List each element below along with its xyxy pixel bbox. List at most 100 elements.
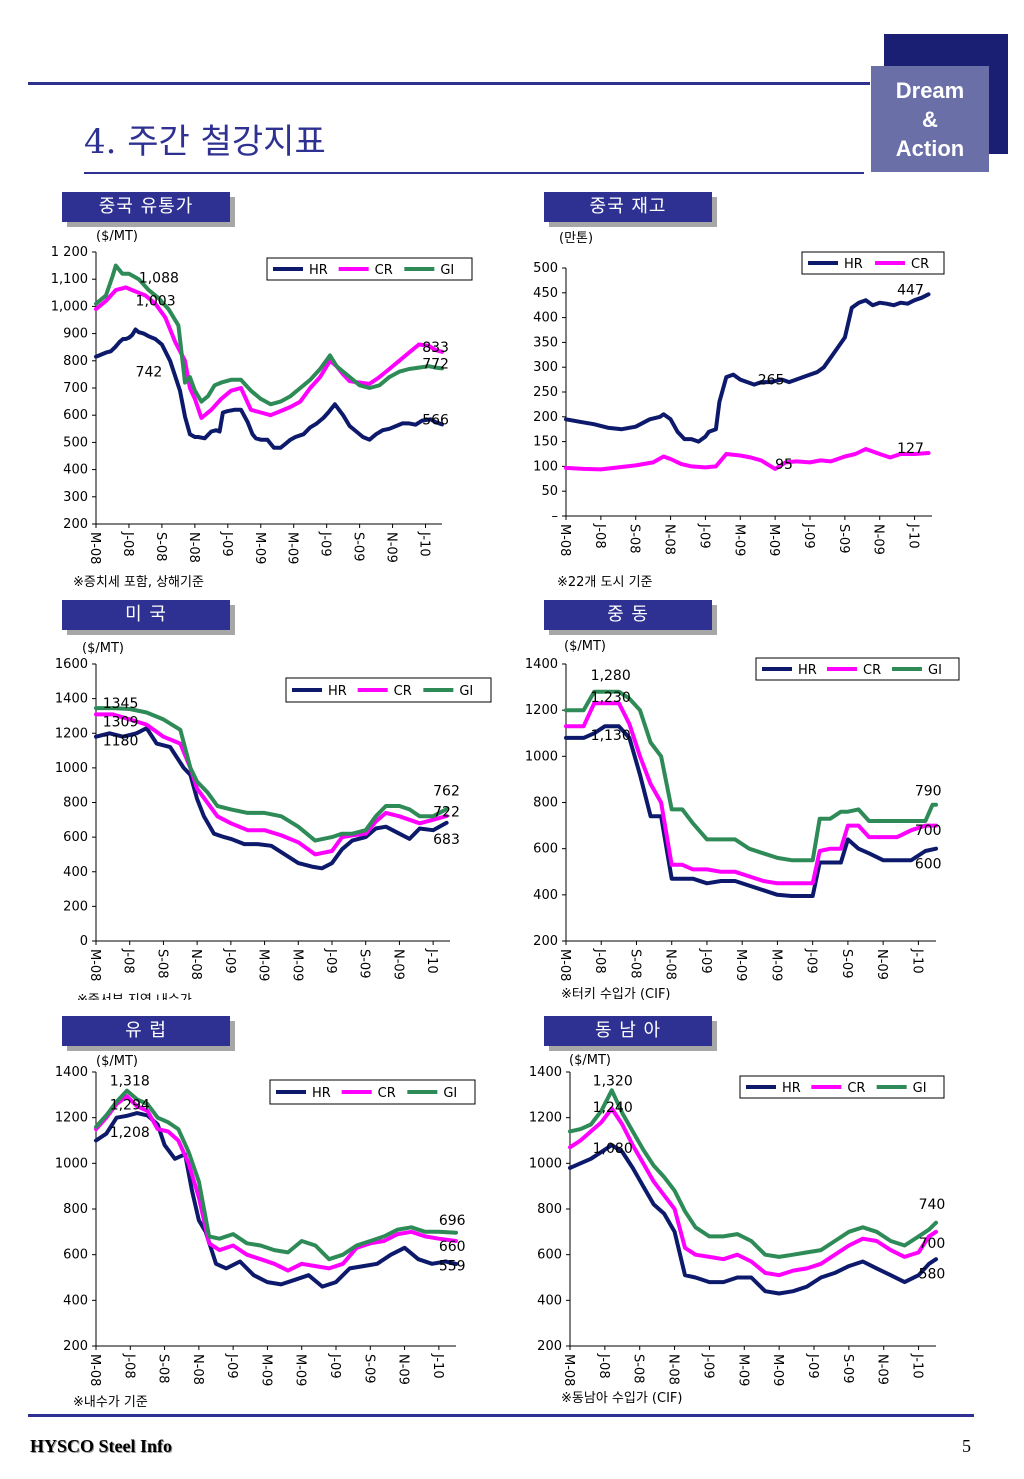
x-tick-label: M-09 xyxy=(256,949,271,981)
x-tick-label: J-09 xyxy=(804,948,819,974)
chart-us-price: 미 국 0 200 400 600 800 1000 1200 1400 1600 M-08 J-0… xyxy=(30,600,500,1000)
x-tick-label: J-09 xyxy=(224,1353,239,1379)
y-tick-label: 250 xyxy=(533,385,558,400)
legend-label: GI xyxy=(913,1081,927,1096)
legend-box xyxy=(755,657,960,681)
legend-label: CR xyxy=(394,684,412,699)
x-tick-label: N-09 xyxy=(871,524,886,555)
y-tick-label: 900 xyxy=(63,327,88,342)
x-tick-label: J-10 xyxy=(430,1353,445,1379)
x-tick-label: J-09 xyxy=(801,523,816,549)
chart-china-stock: 중국 재고 – 50 100 150 200 250 300 350 400 450 500 M-08… xyxy=(510,190,980,590)
chart-mideast-price: 중 동 200 400 600 800 1000 1200 1400 M-08 J-08 S-08… xyxy=(510,600,980,1000)
y-tick-label: 200 xyxy=(533,410,558,425)
x-tick-label: S-09 xyxy=(836,524,851,554)
badge-line-3: Action xyxy=(895,135,965,161)
page-number: 5 xyxy=(962,1436,971,1456)
badge-line-2: & xyxy=(922,106,938,132)
x-tick-label: J-10 xyxy=(910,1353,925,1379)
y-tick-label: 1400 xyxy=(529,1065,562,1080)
x-tick-label: M-08 xyxy=(87,949,102,981)
chart-title: 동 남 아 xyxy=(544,1016,712,1046)
legend-label: HR xyxy=(328,684,347,699)
y-tick-label: 1000 xyxy=(529,1156,562,1171)
y-tick-label: 1400 xyxy=(55,692,88,707)
chart-svg: 200 400 600 800 1000 1200 1400 M-08 J-08 S-08 N-08… xyxy=(525,639,960,1000)
x-tick-label: S-08 xyxy=(627,524,642,554)
y-tick-label: 500 xyxy=(63,435,88,450)
series-line-cr xyxy=(564,701,938,886)
series-line-hr xyxy=(564,724,938,898)
x-tick-label: J-09 xyxy=(323,948,338,974)
unit-label: ($/MT) xyxy=(96,229,138,244)
x-tick-label: M-09 xyxy=(735,1354,750,1386)
chart-svg: 200 300 400 500 600 700 800 900 1,000 1,100 1 200 M… xyxy=(51,229,473,590)
y-tick-label: 1600 xyxy=(55,657,88,672)
legend-label: GI xyxy=(459,684,473,699)
x-tick-label: N-09 xyxy=(875,1354,890,1385)
y-tick-label: 800 xyxy=(533,796,558,811)
legend-label: HR xyxy=(309,263,328,278)
x-tick-label: J-10 xyxy=(909,948,924,974)
y-tick-label: 1 200 xyxy=(51,245,88,260)
x-tick-label: J-08 xyxy=(120,531,135,557)
x-tick-label: M-09 xyxy=(285,532,300,564)
y-tick-label: 1,100 xyxy=(51,272,88,287)
legend-label: CR xyxy=(375,263,393,278)
data-label: 833 xyxy=(422,340,449,356)
x-tick-label: S-09 xyxy=(361,1354,376,1384)
y-tick-label: 1400 xyxy=(525,657,558,672)
unit-label: ($/MT) xyxy=(564,639,606,654)
x-tick-label: S-08 xyxy=(156,1354,171,1384)
x-tick-label: J-08 xyxy=(596,1353,611,1379)
chart-svg: – 50 100 150 200 250 300 350 400 450 500 M-08 J-08 S-… xyxy=(533,231,945,590)
y-tick-label: 50 xyxy=(541,484,558,499)
chart-note: ※22개 도시 기준 xyxy=(557,575,653,590)
y-tick-label: 400 xyxy=(533,311,558,326)
y-tick-label: 0 xyxy=(80,934,88,949)
unit-label: ($/MT) xyxy=(96,1054,138,1069)
y-tick-label: 400 xyxy=(63,1293,88,1308)
data-label: 740 xyxy=(919,1197,946,1213)
legend-box xyxy=(269,1079,476,1105)
series-line-cr xyxy=(564,447,931,472)
x-tick-label: N-08 xyxy=(663,949,678,980)
x-tick-label: J-08 xyxy=(121,948,136,974)
x-tick-label: N-09 xyxy=(874,949,889,980)
y-tick-label: 1000 xyxy=(55,1156,88,1171)
header-rule xyxy=(28,82,870,85)
data-label: 683 xyxy=(433,832,460,848)
dream-action-badge: Dream & Action xyxy=(871,66,989,172)
series-line-cr xyxy=(94,712,449,857)
y-tick-label: 400 xyxy=(63,865,88,880)
badge-line-1: Dream xyxy=(895,77,965,103)
x-tick-label: J-09 xyxy=(698,948,713,974)
y-tick-label: 800 xyxy=(537,1202,562,1217)
data-label: 700 xyxy=(919,1236,946,1252)
data-label: 600 xyxy=(915,856,942,872)
y-tick-label: 450 xyxy=(533,286,558,301)
data-label: 790 xyxy=(915,784,942,800)
legend-label: GI xyxy=(928,663,942,678)
legend-box xyxy=(739,1075,945,1099)
data-label: 1,240 xyxy=(593,1100,633,1116)
chart-svg: 0 200 400 600 800 1000 1200 1400 1600 M-08 J-08 S-0… xyxy=(55,641,492,1000)
chart-svg: 200 400 600 800 1000 1200 1400 M-08 J-08 S-08 N-08… xyxy=(529,1053,946,1406)
y-tick-label: 200 xyxy=(63,1339,88,1354)
y-tick-label: 600 xyxy=(537,1248,562,1263)
data-label: 660 xyxy=(439,1239,466,1255)
chart-note: ※중서부 지역 내수가 xyxy=(77,993,192,1000)
x-tick-label: J-09 xyxy=(318,531,333,557)
x-tick-label: M-09 xyxy=(766,524,781,556)
y-tick-label: 600 xyxy=(63,408,88,423)
footer-brand: HYSCO Steel Info xyxy=(30,1436,173,1456)
x-tick-label: S-08 xyxy=(627,949,642,979)
page-title: 4. 주간 철강지표 xyxy=(84,122,326,162)
data-label: 1,280 xyxy=(591,668,631,684)
legend-label: GI xyxy=(440,263,454,278)
legend-box xyxy=(801,251,945,275)
data-label: 1,130 xyxy=(591,728,631,744)
data-label: 772 xyxy=(422,356,449,372)
chart-title: 유 럽 xyxy=(62,1016,230,1046)
x-tick-label: J-09 xyxy=(222,948,237,974)
